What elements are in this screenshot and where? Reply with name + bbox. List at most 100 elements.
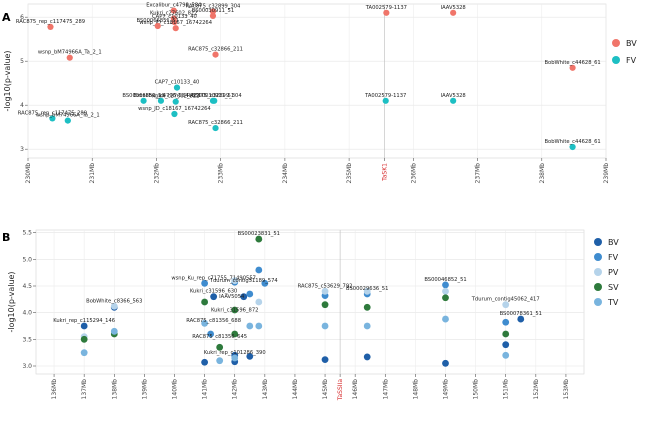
point-label: BS00030911_51 xyxy=(192,8,234,14)
data-point-pv xyxy=(255,298,263,306)
x-tick-label: 142Mb xyxy=(232,379,239,400)
data-point-pv xyxy=(231,277,239,285)
data-point-fv xyxy=(255,266,263,274)
data-point-sv xyxy=(363,303,371,311)
data-point-bv xyxy=(171,18,178,26)
data-point-bv xyxy=(209,8,217,15)
legend-label: BV xyxy=(608,238,619,247)
legend-swatch-pv xyxy=(594,268,602,276)
x-tick-label: 147Mb xyxy=(382,379,389,400)
point-annotation: Kukri_rep_c101286_390 xyxy=(204,350,266,356)
data-point-fv xyxy=(246,290,254,298)
point-label: Excalibur_c4798_584 xyxy=(146,3,202,9)
panel-a: A 3 4 5 6 230Mb 231Mb 232Mb 233Mb 234Mb 235Mb TaSK1… xyxy=(2,3,637,184)
point-label: BS00066851_51 xyxy=(137,18,179,24)
x-tick-label: 144Mb xyxy=(292,379,299,400)
legend-label: BV xyxy=(626,39,637,48)
y-tick-label: 4.0 xyxy=(22,310,32,317)
legend-label: SV xyxy=(608,283,619,292)
data-point-fv xyxy=(64,117,71,124)
point-label: wsnp_bM74966A_Ta_2_1 xyxy=(38,50,102,56)
data-point-fv xyxy=(207,330,215,338)
data-point-fv xyxy=(157,97,165,104)
data-point-tv xyxy=(201,319,209,327)
y-tick-label: 3 xyxy=(20,146,24,153)
x-tick-label: 153Mb xyxy=(563,379,570,400)
point-annotation: wsnp_Ku_rep_c71755_71490557 xyxy=(171,275,256,281)
x-tick-label: 235Mb xyxy=(346,163,353,184)
data-point-bv xyxy=(172,25,179,32)
plot-area xyxy=(35,229,585,375)
point-label: Excalibur_c4798_584 xyxy=(133,93,189,99)
x-tick-label: 148Mb xyxy=(412,379,419,400)
data-point-fv xyxy=(201,279,209,287)
data-point-tv xyxy=(110,327,118,335)
x-tick-label: 152Mb xyxy=(533,379,540,400)
x-tick-label: 137Mb xyxy=(81,379,88,400)
point-annotation: Tdurum_contig51189_574 xyxy=(209,278,279,284)
data-point-bv xyxy=(363,353,371,361)
x-tick-label: 150Mb xyxy=(473,379,480,400)
data-point-bv xyxy=(442,359,449,367)
point-annotation: BS00046852_51 xyxy=(424,277,466,283)
x-tick-label: TaSSIIa xyxy=(337,379,344,402)
x-tick-label: 239Mb xyxy=(603,163,610,184)
point-label: RAC875_c32899_304 xyxy=(187,93,243,99)
data-point-sv xyxy=(442,294,449,302)
point-annotation: BobWhite_c8366_563 xyxy=(86,298,142,304)
data-point-tv xyxy=(231,354,239,362)
data-point-sv xyxy=(321,301,329,309)
data-point-tv xyxy=(442,315,449,323)
point-annotation: Kukri_rep_c115294_146 xyxy=(53,318,115,324)
point-label: BS00030911_51 xyxy=(192,93,234,99)
y-tick-label: 4 xyxy=(20,102,24,109)
data-point-pv xyxy=(321,287,329,295)
point-label: RAC875_rep_c117475_289 xyxy=(18,110,87,116)
x-tick-label: 146Mb xyxy=(352,379,359,400)
point-label: TA002579-1137 xyxy=(365,5,407,11)
data-point-fv xyxy=(382,97,389,104)
x-tick-label: 140Mb xyxy=(172,379,179,400)
x-tick-label: 237Mb xyxy=(475,163,482,184)
panel-letter: B xyxy=(2,231,10,244)
data-point-bv xyxy=(321,356,329,363)
point-label: Kukri_c27602_822 xyxy=(152,94,199,100)
legend-label: PV xyxy=(608,268,619,277)
data-point-fv xyxy=(261,279,269,287)
data-point-sv xyxy=(201,298,209,306)
data-point-tv xyxy=(502,351,510,359)
point-label: BobWhite_c44628_61 xyxy=(544,139,600,145)
data-point-fv xyxy=(442,281,449,289)
data-point-sv xyxy=(231,306,239,314)
y-tick-label: 5.5 xyxy=(22,230,32,237)
data-point-bv xyxy=(240,293,248,301)
point-label: IAAV5328 xyxy=(441,93,466,99)
point-annotation: RAC875_c53629_792 xyxy=(298,283,353,289)
point-label: BobWhite_c44628_61 xyxy=(544,60,600,66)
data-point-tv xyxy=(216,357,224,365)
point-annotation: BS00029636_51 xyxy=(346,286,388,292)
legend-swatch-sv xyxy=(594,283,602,291)
data-point-sv xyxy=(216,343,224,351)
data-point-bv xyxy=(502,341,510,349)
x-tick-label: 231Mb xyxy=(89,163,96,184)
x-tick-label: 233Mb xyxy=(218,163,225,184)
data-point-fv xyxy=(502,318,510,326)
legend-swatch-fv xyxy=(612,56,620,64)
x-tick-label: 151Mb xyxy=(503,379,510,400)
point-annotation: RAC875_c81356_688 xyxy=(186,318,241,324)
point-label: CAP7_c10133_40 xyxy=(155,80,200,86)
x-tick-label: 230Mb xyxy=(25,163,32,184)
legend-swatch-fv xyxy=(594,253,602,261)
y-tick-label: 6 xyxy=(20,14,24,21)
data-point-fv xyxy=(49,115,56,122)
y-tick-label: 4.5 xyxy=(22,283,32,290)
x-tick-label: 136Mb xyxy=(51,379,58,400)
x-tick-label: 238Mb xyxy=(539,163,546,184)
x-tick-label: 149Mb xyxy=(442,379,449,400)
data-point-tv xyxy=(246,322,254,330)
point-label: wsnp_JD_c18167_16742264 xyxy=(138,106,211,112)
point-label: RAC875_c32866_211 xyxy=(188,120,243,126)
data-point-pv xyxy=(363,287,371,295)
data-point-sv xyxy=(80,335,88,343)
